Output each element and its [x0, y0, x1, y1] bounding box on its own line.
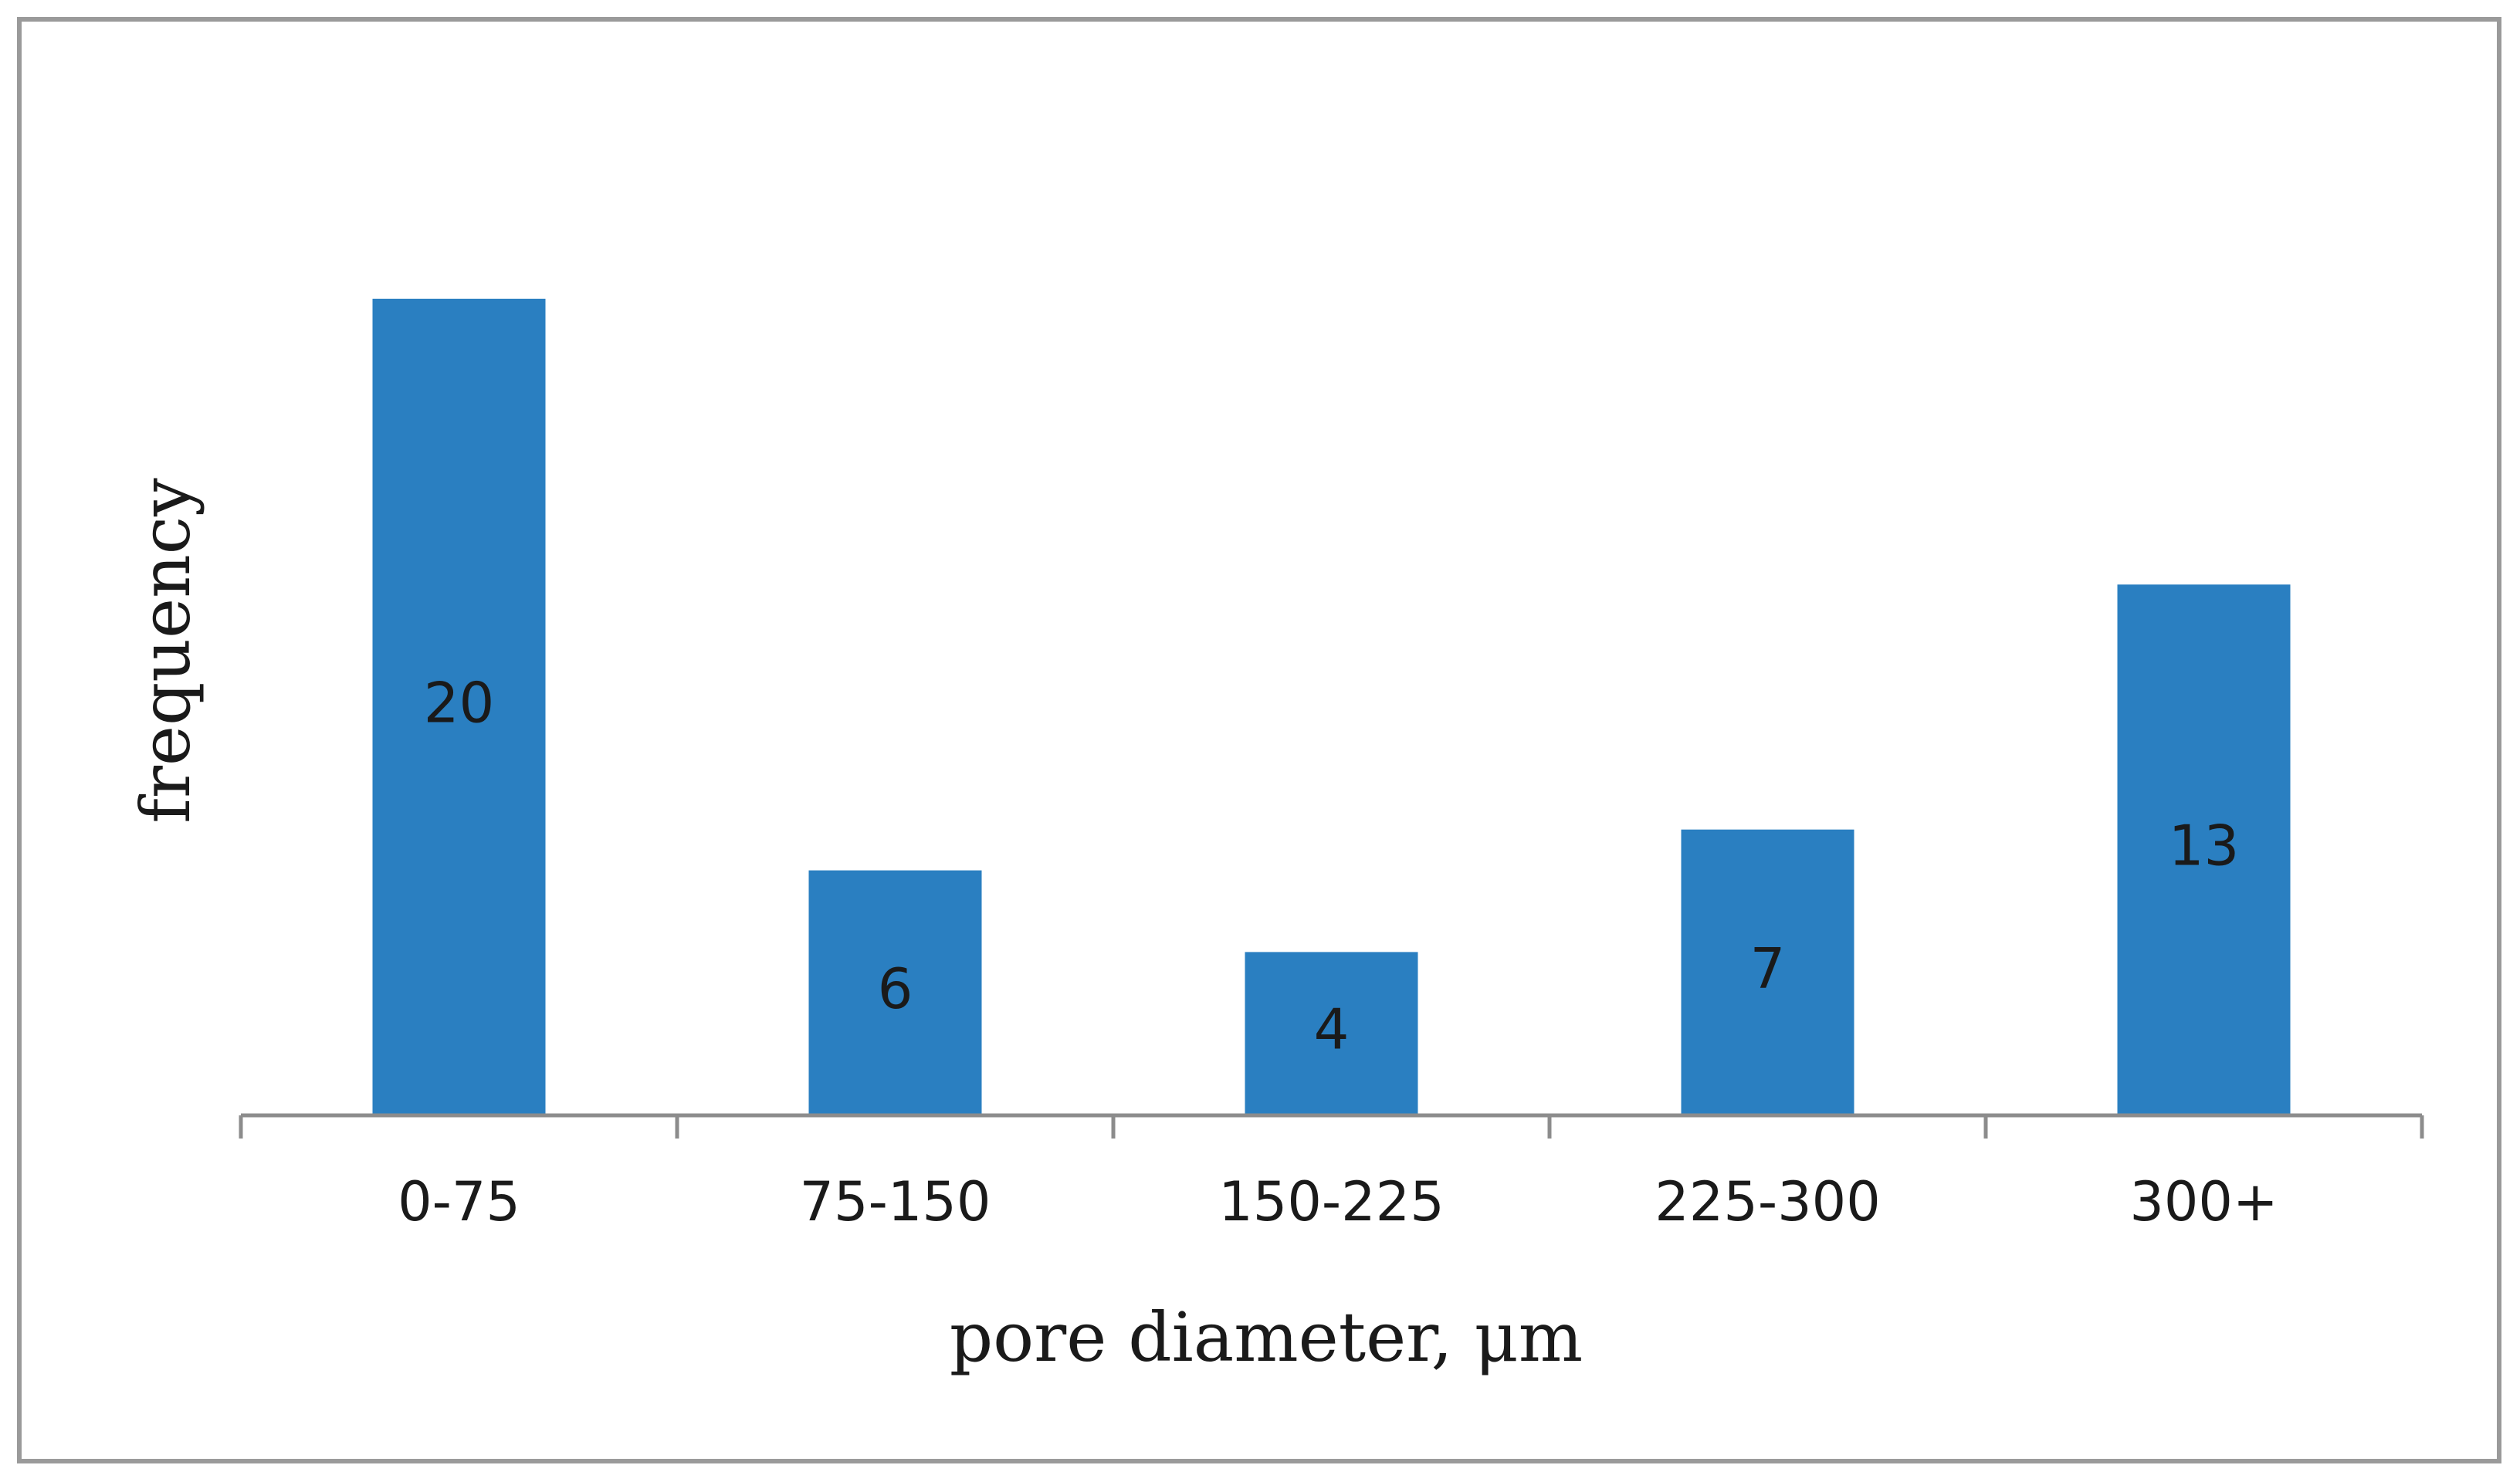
- data-label: 7: [1750, 936, 1786, 1000]
- bar: [1681, 829, 1854, 1115]
- x-tick-label: 150-225: [1218, 1170, 1444, 1233]
- bar: [2117, 584, 2291, 1115]
- x-axis-title: pore diameter, μm: [950, 1298, 1583, 1377]
- data-label: 6: [878, 956, 913, 1021]
- bar: [372, 299, 546, 1115]
- data-label: 13: [2169, 814, 2240, 878]
- x-tick-label: 300+: [2129, 1170, 2278, 1233]
- y-axis-title: frequency: [126, 478, 205, 824]
- x-tick-label: 0-75: [398, 1170, 520, 1233]
- data-label: 20: [424, 671, 495, 736]
- x-tick-label: 225-300: [1655, 1170, 1880, 1233]
- bar: [808, 870, 982, 1115]
- x-tick-label: 75-150: [800, 1170, 991, 1233]
- data-label: 4: [1314, 997, 1350, 1062]
- bar: [1245, 952, 1418, 1115]
